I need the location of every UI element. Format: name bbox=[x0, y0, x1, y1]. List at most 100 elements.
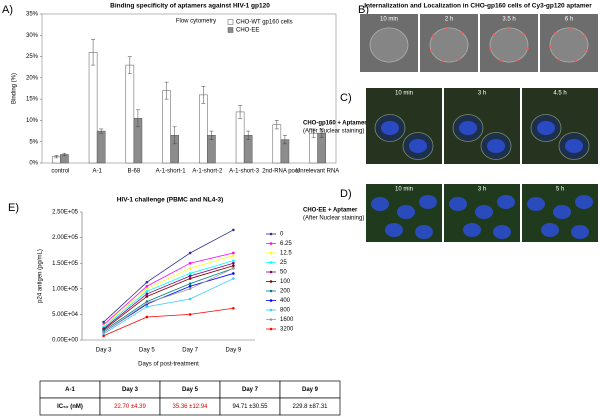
nucleus bbox=[527, 197, 545, 211]
y-tick-label: 35% bbox=[26, 12, 39, 18]
table-text: Day 7 bbox=[242, 387, 259, 393]
x-tick-label: Day 3 bbox=[96, 348, 112, 354]
aptamer-signal bbox=[585, 49, 589, 52]
error-bar bbox=[135, 109, 140, 128]
nucleus bbox=[419, 195, 437, 209]
time-label: 3.5 h bbox=[502, 17, 515, 23]
error-bar bbox=[282, 135, 287, 145]
x-tick-label: Day 9 bbox=[226, 348, 242, 354]
point bbox=[188, 261, 192, 265]
x-tick-label: A-1-short-1 bbox=[156, 169, 187, 175]
bar bbox=[96, 130, 106, 164]
point bbox=[145, 301, 149, 305]
panel-label: D) bbox=[340, 188, 352, 200]
aptamer-signal bbox=[461, 31, 464, 35]
error-bar bbox=[209, 130, 214, 140]
x-tick-label: A-1-short-2 bbox=[192, 169, 223, 175]
nucleus bbox=[371, 197, 389, 211]
point bbox=[188, 282, 192, 285]
y-tick-label: 10% bbox=[26, 118, 39, 124]
line bbox=[103, 260, 234, 328]
condition-label: CHO-EE + Aptamer bbox=[303, 208, 358, 214]
error-bar bbox=[201, 86, 206, 104]
table-text: Day 9 bbox=[302, 387, 319, 393]
legend-label: 3200 bbox=[280, 327, 294, 333]
y-tick-label: 20% bbox=[26, 75, 39, 81]
error-bar bbox=[274, 120, 279, 130]
y-tick-label: 0% bbox=[29, 161, 38, 167]
panel-label: E) bbox=[8, 202, 19, 214]
error-bar bbox=[62, 152, 67, 157]
line bbox=[103, 267, 234, 333]
line bbox=[103, 267, 234, 332]
point bbox=[145, 315, 149, 319]
table-text: A-1 bbox=[65, 387, 75, 393]
aptamer-signal bbox=[492, 33, 496, 36]
cell bbox=[429, 27, 469, 63]
error-bar bbox=[319, 128, 324, 138]
legend-label: 25 bbox=[280, 260, 287, 266]
error-bar bbox=[238, 105, 243, 119]
y-tick-label: 5.00E+04 bbox=[52, 312, 79, 318]
point bbox=[232, 254, 235, 257]
line bbox=[103, 265, 234, 331]
point bbox=[232, 264, 235, 268]
y-axis-label: Binding (%) bbox=[12, 73, 18, 104]
point bbox=[145, 295, 149, 298]
nucleus bbox=[537, 121, 555, 135]
point bbox=[102, 331, 105, 334]
table-cell bbox=[279, 397, 341, 416]
nucleus bbox=[409, 139, 427, 153]
aptamer-signal bbox=[499, 59, 503, 62]
point bbox=[232, 251, 235, 255]
table-text: IC₅₀ (nM) bbox=[57, 404, 83, 410]
legend-marker bbox=[269, 232, 273, 236]
nucleus bbox=[565, 139, 583, 153]
error-bar bbox=[311, 128, 316, 138]
aptamer-signal bbox=[526, 47, 529, 50]
table-text: Day 5 bbox=[182, 387, 199, 393]
time-label: 3 h bbox=[478, 91, 486, 97]
point bbox=[145, 287, 149, 291]
plot-frame bbox=[41, 13, 337, 164]
nucleus bbox=[575, 195, 593, 209]
line bbox=[103, 307, 234, 337]
nucleus bbox=[541, 223, 559, 237]
legend-marker bbox=[269, 299, 273, 302]
aptamer-signal bbox=[522, 33, 525, 36]
aptamer-signal bbox=[489, 47, 492, 51]
y-tick-label: 1.50E+05 bbox=[52, 261, 79, 267]
x-tick-label: B-68 bbox=[128, 169, 141, 175]
cell bbox=[489, 27, 529, 63]
point bbox=[188, 251, 192, 255]
legend-marker bbox=[269, 242, 273, 245]
cell bbox=[369, 27, 409, 63]
error-bar bbox=[91, 39, 96, 66]
aptamer-signal bbox=[557, 58, 561, 61]
x-tick-label: control bbox=[51, 169, 69, 175]
y-tick-label: 0.00E+00 bbox=[52, 338, 79, 344]
panel-label: C) bbox=[340, 92, 352, 104]
legend-swatch bbox=[227, 19, 234, 25]
nucleus bbox=[475, 205, 493, 219]
point bbox=[232, 228, 235, 232]
point bbox=[102, 334, 105, 338]
aptamer-signal bbox=[445, 26, 449, 30]
nucleus bbox=[385, 223, 403, 237]
time-label: 10 min bbox=[395, 187, 413, 193]
point bbox=[232, 267, 235, 270]
bar bbox=[88, 52, 98, 164]
legend-label: 200 bbox=[280, 289, 291, 295]
x-tick-label: Day 5 bbox=[139, 348, 155, 354]
point bbox=[188, 284, 192, 288]
legend-label: 12.5 bbox=[280, 251, 292, 257]
point bbox=[188, 272, 192, 275]
nucleus bbox=[493, 225, 511, 239]
table-text: 22.70 ±4.39 bbox=[114, 404, 146, 410]
cell bbox=[549, 27, 589, 63]
legend-label: CHO-EE bbox=[236, 28, 259, 34]
nucleus bbox=[459, 121, 477, 135]
point bbox=[145, 292, 149, 296]
legend-label: 50 bbox=[280, 270, 287, 276]
legend-marker bbox=[269, 318, 273, 321]
